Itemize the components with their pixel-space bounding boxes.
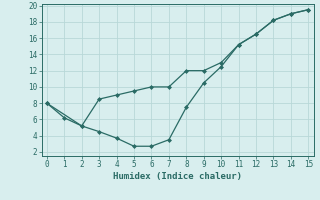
X-axis label: Humidex (Indice chaleur): Humidex (Indice chaleur) — [113, 172, 242, 181]
